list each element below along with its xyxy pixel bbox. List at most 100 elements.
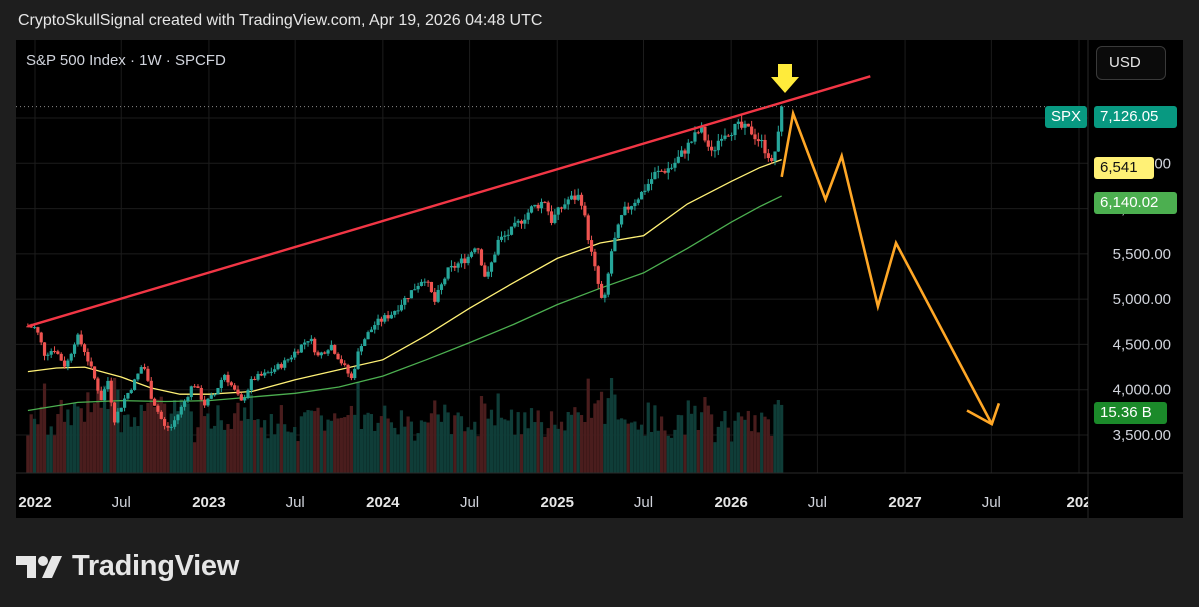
volume-bar — [609, 378, 614, 473]
volume-bar — [189, 411, 193, 473]
volume-bar — [483, 403, 487, 473]
moving-averages — [27, 158, 782, 412]
candle-body — [603, 294, 607, 298]
volume-bar — [473, 421, 477, 473]
candle-body — [333, 345, 337, 354]
candle-body — [32, 327, 37, 329]
tradingview-logo[interactable]: TradingView — [16, 550, 239, 583]
volume-bar — [259, 427, 263, 473]
volume-bar — [526, 428, 530, 473]
candle-body — [289, 357, 293, 360]
candle-body — [173, 420, 177, 427]
volume-bar — [139, 404, 143, 473]
candle-body — [259, 373, 263, 376]
candle-body — [740, 121, 744, 128]
volume-bar — [516, 412, 520, 473]
volume-bar — [633, 421, 637, 473]
volume-bar — [29, 414, 33, 473]
candle-body — [706, 140, 710, 147]
x-axis-tick-label: 2022 — [18, 494, 51, 511]
candle-body — [309, 338, 313, 342]
candle-body — [46, 354, 50, 356]
volume-bar — [283, 424, 287, 473]
candle-body — [196, 386, 200, 388]
volume-bar — [343, 417, 347, 473]
volume-bar — [323, 430, 327, 473]
candle-body — [266, 372, 270, 374]
candle-body — [730, 135, 734, 137]
volume-bar — [326, 419, 330, 473]
volume-bar — [136, 426, 140, 473]
x-axis-tick-label: Jul — [634, 494, 653, 511]
volume-bar — [76, 406, 80, 473]
candle-body — [599, 283, 604, 298]
candle-body — [760, 139, 764, 142]
candle-body — [336, 353, 340, 360]
candle-body — [596, 266, 600, 284]
volume-bar — [726, 427, 730, 473]
candle-body — [206, 398, 210, 406]
volume-bar — [393, 427, 397, 473]
candle-body — [263, 372, 267, 376]
volume-bar — [623, 419, 627, 473]
volume-bar — [296, 441, 300, 473]
candle-body — [589, 240, 594, 252]
volume-bar — [303, 412, 307, 473]
candle-body — [646, 183, 650, 191]
candle-body — [203, 399, 207, 406]
candle-body — [616, 224, 620, 238]
y-axis-tick-label: 4,000.00 — [1113, 382, 1171, 399]
volume-bar — [496, 393, 500, 473]
x-axis-tick-label: Jul — [808, 494, 827, 511]
candle-body — [483, 265, 487, 277]
volume-bar — [596, 400, 600, 473]
candle-body — [676, 156, 680, 163]
candle-body — [159, 411, 163, 419]
volume-bar — [573, 407, 577, 473]
candle-body — [716, 140, 720, 151]
volume-bar — [773, 404, 777, 473]
volume-bar — [319, 415, 323, 473]
candle-body — [636, 199, 640, 203]
volume-bar — [236, 402, 240, 473]
volume-bar — [149, 395, 153, 473]
candle-body — [233, 385, 237, 390]
candle-body — [379, 318, 384, 322]
volume-bar — [743, 419, 747, 473]
volume-value-tag: 15.36 B — [1094, 402, 1167, 424]
candle-body — [563, 204, 567, 209]
candle-body — [623, 206, 627, 216]
candle-body — [369, 329, 374, 333]
volume-bar — [286, 431, 290, 473]
candle-body — [459, 258, 464, 264]
volume-bar — [166, 425, 170, 473]
volume-bar — [443, 404, 447, 473]
candle-body — [59, 353, 63, 361]
candle-body — [756, 139, 760, 142]
volume-bar — [256, 419, 260, 473]
volume-bar — [366, 412, 370, 473]
candle-body — [509, 226, 514, 235]
volume-bar — [489, 409, 494, 473]
volume-bar — [333, 413, 337, 473]
currency-button[interactable]: USD — [1096, 46, 1166, 80]
volume-bar — [589, 417, 594, 473]
chart-panel[interactable]: 3,500.00 4,000.00 4,500.00 5,000.00 5,500.00… — [16, 40, 1183, 518]
volume-bar — [493, 425, 497, 473]
volume-bar — [529, 408, 534, 473]
volume-bar — [680, 415, 684, 473]
candle-body — [216, 388, 220, 395]
volume-bar — [686, 400, 690, 473]
volume-bar — [733, 420, 737, 473]
y-axis-tick-label: 5,000.00 — [1113, 291, 1171, 308]
volume-bar — [86, 392, 90, 473]
volume-bar — [593, 403, 597, 473]
candle-body — [496, 239, 500, 255]
volume-bar — [253, 420, 257, 473]
price-chart[interactable]: 3,500.00 4,000.00 4,500.00 5,000.00 5,500.00… — [16, 40, 1183, 518]
volume-bar — [673, 429, 677, 473]
volume-bar — [626, 423, 630, 473]
volume-bar — [603, 423, 607, 473]
candle-body — [66, 360, 70, 367]
volume-bar — [546, 428, 550, 473]
